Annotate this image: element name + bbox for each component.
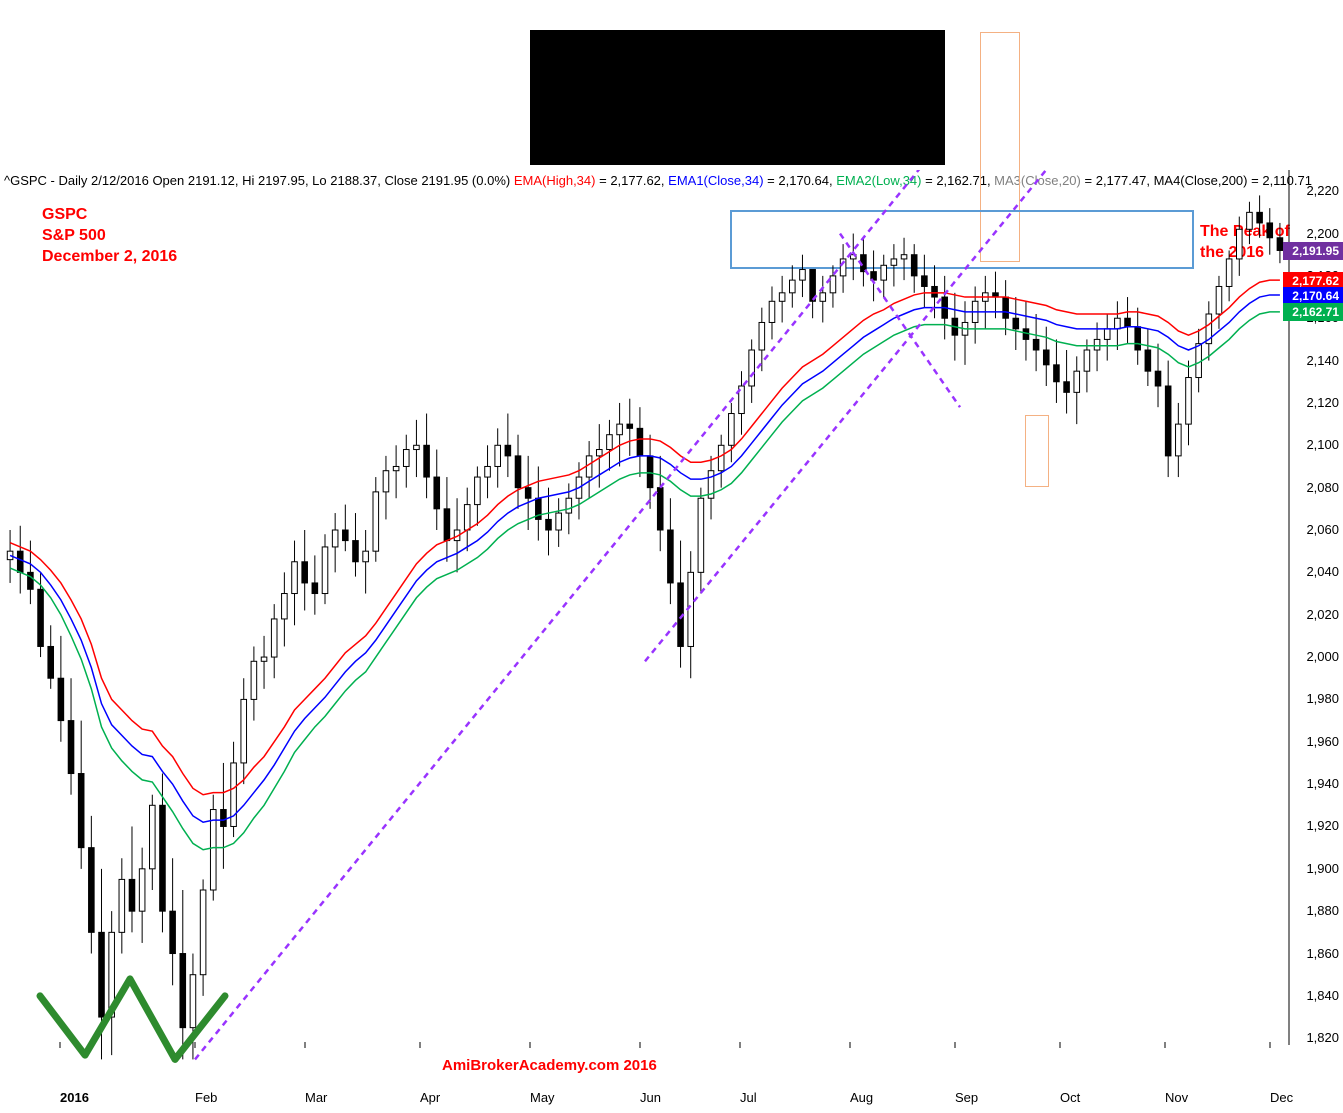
- x-tick-label: Dec: [1270, 1090, 1293, 1105]
- y-tick-label: 1,840: [1306, 988, 1339, 1003]
- y-tick-label: 2,060: [1306, 522, 1339, 537]
- x-tick-label: Feb: [195, 1090, 217, 1105]
- x-tick-label: Sep: [955, 1090, 978, 1105]
- y-tick-label: 2,000: [1306, 649, 1339, 664]
- y-tick-label: 1,960: [1306, 734, 1339, 749]
- price-tag: 2,170.64: [1283, 287, 1343, 305]
- price-chart[interactable]: [0, 170, 1290, 1070]
- y-tick-label: 2,080: [1306, 480, 1339, 495]
- y-tick-label: 2,140: [1306, 353, 1339, 368]
- x-tick-label: Jul: [740, 1090, 757, 1105]
- price-tag: 2,162.71: [1283, 303, 1343, 321]
- y-tick-label: 1,820: [1306, 1030, 1339, 1045]
- y-tick-label: 1,860: [1306, 946, 1339, 961]
- y-tick-label: 1,940: [1306, 776, 1339, 791]
- y-tick-label: 2,220: [1306, 183, 1339, 198]
- y-tick-label: 2,120: [1306, 395, 1339, 410]
- chart-container: ^GSPC - Daily 2/12/2016 Open 2191.12, Hi…: [0, 0, 1343, 1113]
- y-tick-label: 1,900: [1306, 861, 1339, 876]
- y-tick-label: 2,100: [1306, 437, 1339, 452]
- y-tick-label: 1,980: [1306, 691, 1339, 706]
- y-tick-label: 2,200: [1306, 226, 1339, 241]
- y-tick-label: 1,880: [1306, 903, 1339, 918]
- x-tick-label: Apr: [420, 1090, 440, 1105]
- x-tick-label: Aug: [850, 1090, 873, 1105]
- x-tick-label: Oct: [1060, 1090, 1080, 1105]
- y-tick-label: 2,040: [1306, 564, 1339, 579]
- y-tick-label: 2,020: [1306, 607, 1339, 622]
- price-tag: 2,191.95: [1283, 242, 1343, 260]
- y-tick-label: 1,920: [1306, 818, 1339, 833]
- x-tick-label: Mar: [305, 1090, 327, 1105]
- x-tick-label: Nov: [1165, 1090, 1188, 1105]
- x-tick-label: May: [530, 1090, 555, 1105]
- x-tick-label: Jun: [640, 1090, 661, 1105]
- x-tick-label: 2016: [60, 1090, 89, 1105]
- redaction-box: [530, 30, 945, 165]
